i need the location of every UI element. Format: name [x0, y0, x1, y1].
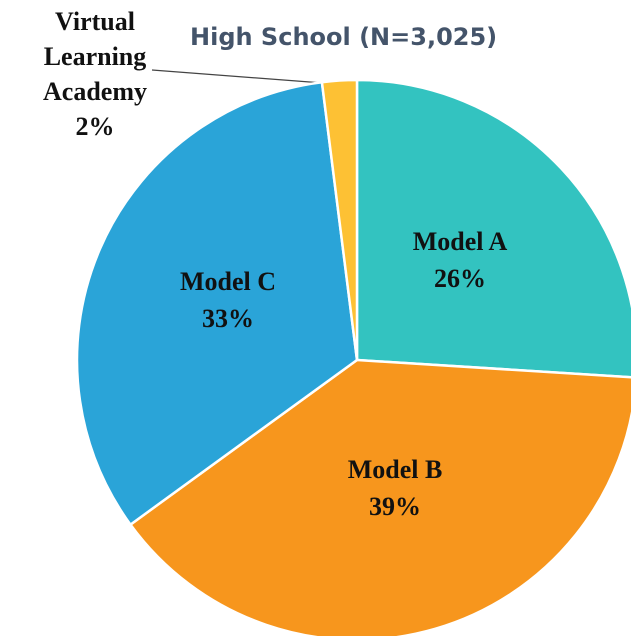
slice-label: Model C — [180, 267, 276, 296]
slice-label: Model B — [348, 455, 443, 484]
slice-value: 33% — [202, 304, 254, 333]
pie-slice — [320, 78, 359, 361]
pie-slice — [75, 80, 359, 527]
slice-value: 39% — [369, 492, 421, 521]
slice-label: Virtual Learning Academy — [43, 7, 147, 106]
pie-slice — [128, 358, 631, 636]
pie-slice — [355, 78, 631, 379]
leader-line — [151, 69, 337, 85]
slice-label: Model A — [413, 227, 508, 256]
chart-title: High School (N=3,025) — [190, 23, 497, 51]
slice-value: 2% — [76, 112, 115, 141]
slice-value: 26% — [434, 264, 486, 293]
